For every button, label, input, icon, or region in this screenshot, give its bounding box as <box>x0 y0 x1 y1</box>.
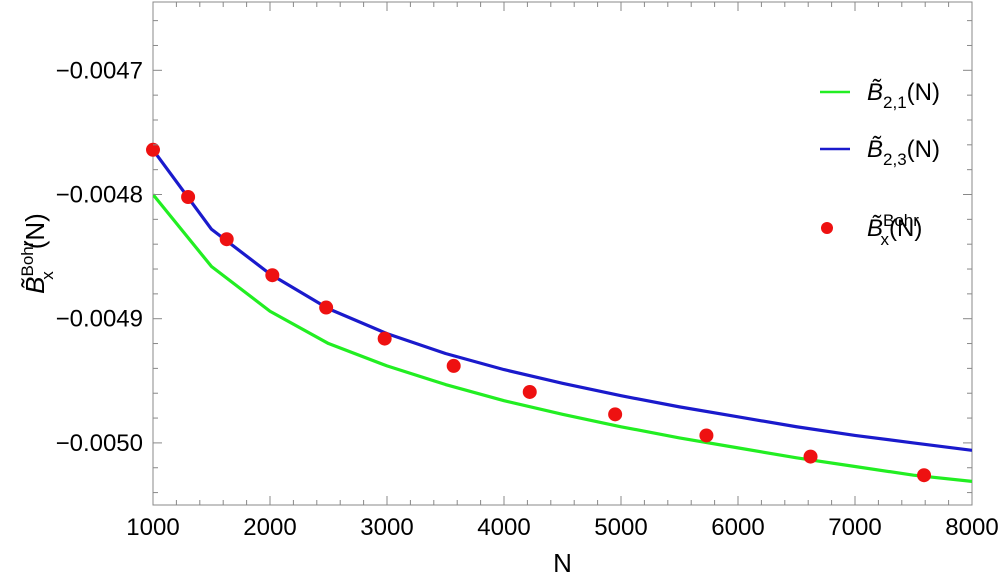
x-tick-label: 3000 <box>360 514 413 541</box>
data-point <box>181 189 196 204</box>
data-point <box>219 232 234 247</box>
series-line-1 <box>153 148 972 452</box>
x-tick-label: 4000 <box>477 514 530 541</box>
data-point <box>146 142 160 157</box>
plot-frame <box>152 1 973 506</box>
data-point <box>446 358 461 373</box>
data-point <box>608 407 623 422</box>
legend-swatch-marker <box>821 222 833 234</box>
y-tick-label: −0.0048 <box>56 182 143 209</box>
y-axis-title: B̃Bohrx(N) <box>18 213 57 294</box>
x-tick-label: 2000 <box>243 514 296 541</box>
data-point <box>522 384 537 399</box>
x-tick-label: 6000 <box>711 514 764 541</box>
data-point <box>265 268 280 283</box>
data-point <box>377 331 392 346</box>
data-point <box>803 449 818 464</box>
legend-label: B̃Bohr x(N) <box>867 211 922 249</box>
x-tick-label: 5000 <box>594 514 647 541</box>
x-tick-label: 8000 <box>945 514 998 541</box>
y-tick-label: −0.0050 <box>56 430 143 457</box>
y-tick-label: −0.0047 <box>56 57 143 84</box>
data-point <box>917 468 932 483</box>
legend-label: B̃2,3(N) <box>867 136 940 169</box>
series-line-0 <box>153 193 972 483</box>
data-point <box>699 428 714 443</box>
legend-label: B̃2,1(N) <box>867 79 940 112</box>
x-axis-title: N <box>553 548 572 578</box>
data-point <box>319 300 334 315</box>
y-tick-label: −0.0049 <box>56 306 143 333</box>
x-tick-label: 1000 <box>126 514 179 541</box>
x-tick-label: 7000 <box>828 514 881 541</box>
